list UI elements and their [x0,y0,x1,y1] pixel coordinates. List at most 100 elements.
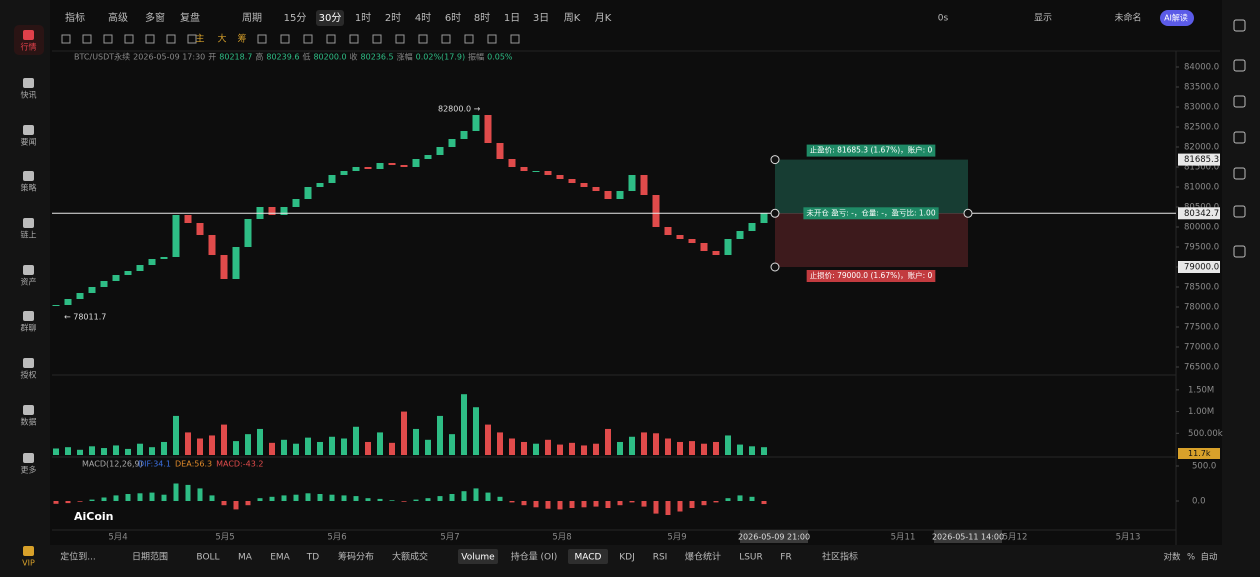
indicator-button[interactable]: 大额成交 [392,551,428,563]
toolbar-item[interactable]: 显示 [1034,13,1052,24]
tool-icon[interactable] [487,34,497,44]
indicator-button[interactable]: EMA [270,553,290,563]
indicator-button[interactable]: RSI [653,553,668,563]
side-icon[interactable] [1233,131,1246,144]
nav-icon[interactable] [23,78,34,88]
scale-option[interactable]: % [1187,553,1195,563]
toolbar-item[interactable]: 指标 [65,11,85,24]
tool-button[interactable]: 筹 [237,33,246,45]
period-button[interactable]: 周K [564,12,581,24]
nav-icon[interactable] [23,265,34,275]
tool-icon[interactable] [349,34,359,44]
nav-item[interactable]: 策略 [21,183,37,193]
period-button[interactable]: 1日 [504,13,520,24]
indicator-button[interactable]: KDJ [619,553,635,563]
nav-icon[interactable] [23,218,34,228]
tool-icon[interactable] [303,34,313,44]
tool-icon[interactable] [441,34,451,44]
indicator-button[interactable]: 筹码分布 [338,551,374,563]
tool-icon[interactable] [372,34,382,44]
indicator-button[interactable]: 爆仓统计 [685,551,721,563]
tool-icon[interactable] [257,34,267,44]
side-icon[interactable] [1233,59,1246,72]
tool-icon[interactable] [124,34,134,44]
nav-item[interactable]: 授权 [21,370,37,380]
period-button[interactable]: 3日 [533,13,549,24]
indicator-button[interactable]: MACD [575,553,602,563]
nav-icon[interactable] [23,311,34,321]
nav-icon[interactable] [23,30,34,40]
period-button[interactable]: 15分 [284,12,307,24]
indicator-button[interactable]: FR [780,553,791,563]
period-button[interactable]: 4时 [415,12,431,24]
scale-option[interactable]: 对数 [1163,552,1181,563]
period-button[interactable]: 30分 [319,12,342,24]
scale-option[interactable]: 自动 [1200,552,1218,563]
indicator-button[interactable]: BOLL [196,553,219,563]
tool-icon[interactable] [510,34,520,44]
nav-icon[interactable] [23,546,34,556]
tool-icon[interactable] [464,34,474,44]
drag-handle[interactable] [963,208,973,218]
tool-icon[interactable] [61,34,71,44]
side-icon[interactable] [1233,167,1246,180]
nav-icon[interactable] [23,405,34,415]
volume-bar [581,445,587,455]
tool-icon[interactable] [82,34,92,44]
drag-handle[interactable] [770,155,780,165]
side-icon[interactable] [1233,245,1246,258]
tool-icon[interactable] [326,34,336,44]
macd-bar [377,498,383,501]
volume-bar [305,437,311,455]
toolbar-item[interactable]: 未命名 [1114,12,1141,24]
indicator-button[interactable]: MA [238,553,253,563]
indicator-button[interactable]: LSUR [739,553,763,563]
drag-handle[interactable] [770,262,780,272]
indicator-button[interactable]: Volume [461,553,495,563]
period-button[interactable]: 6时 [445,12,461,24]
indicator-active-bg [568,549,608,564]
nav-item[interactable]: 资产 [21,277,37,287]
nav-item[interactable]: 群聊 [21,323,37,333]
toolbar-item[interactable]: 周期 [242,12,262,24]
nav-item[interactable]: 要闻 [21,138,37,147]
period-button[interactable]: 月K [595,12,612,24]
period-button[interactable]: 1时 [355,12,371,24]
nav-item[interactable]: 行情 [21,42,37,52]
side-icon[interactable] [1233,95,1246,108]
drag-handle[interactable] [770,208,780,218]
nav-item[interactable]: VIP [22,559,35,568]
tool-icon[interactable] [166,34,176,44]
nav-icon[interactable] [23,358,34,368]
bottom-control[interactable]: 日期范围 [132,551,168,563]
tool-icon[interactable] [418,34,428,44]
indicator-button[interactable]: TD [306,553,319,563]
toolbar-item[interactable]: 复盘 [180,11,200,24]
tool-button[interactable]: 大 [217,33,226,45]
nav-item[interactable]: 更多 [21,465,37,475]
toolbar-item[interactable]: 0s [938,14,949,24]
tool-icon[interactable] [280,34,290,44]
toolbar-item[interactable]: 高级 [108,11,128,24]
nav-icon[interactable] [23,453,34,463]
bottom-control[interactable]: 定位到... [60,551,96,563]
indicator-button[interactable]: 持仓量 (OI) [511,551,558,563]
toolbar-item[interactable]: AI解读 [1164,13,1188,23]
indicator-button[interactable]: 社区指标 [822,551,858,563]
tool-icon[interactable] [145,34,155,44]
nav-icon[interactable] [23,125,34,135]
toolbar-item[interactable]: 多窗 [145,11,165,24]
nav-item[interactable]: 快讯 [21,90,37,100]
side-icon[interactable] [1233,205,1246,218]
tool-icon[interactable] [395,34,405,44]
y-tick-label: 82000.0 [1184,143,1219,153]
side-icon[interactable] [1233,19,1246,32]
nav-icon[interactable] [23,171,34,181]
period-button[interactable]: 2时 [385,12,401,24]
tool-icon[interactable] [103,34,113,44]
nav-item[interactable]: 链上 [21,230,37,240]
period-button[interactable]: 8时 [474,12,490,24]
nav-item[interactable]: 数据 [21,417,37,427]
tool-icon[interactable] [187,34,197,44]
tool-button[interactable]: 主 [195,33,204,45]
